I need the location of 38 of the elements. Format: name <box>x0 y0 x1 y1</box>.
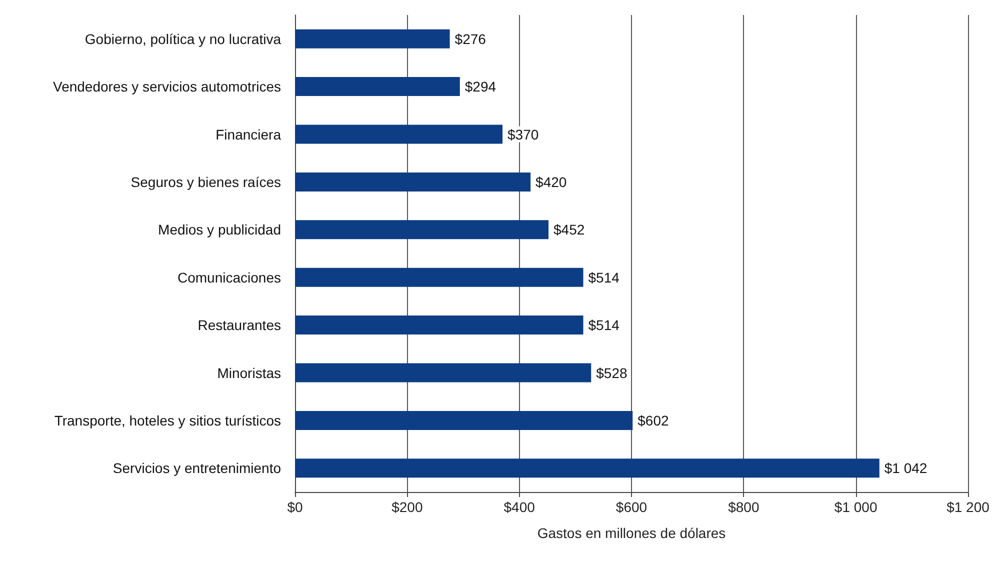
y-tick-label: Gobierno, política y no lucrativa <box>84 30 282 47</box>
y-tick-label: Restaurantes <box>198 317 281 334</box>
bar <box>295 77 460 96</box>
x-tick-label: $0 <box>287 499 303 515</box>
data-label: $528 <box>596 364 628 381</box>
x-tick-label: $1 200 <box>946 499 990 515</box>
y-tick-label: Vendedores y servicios automotrices <box>53 78 281 95</box>
data-label: $452 <box>553 222 585 238</box>
data-label: $1 042 <box>884 460 928 476</box>
x-tick-label: $200 <box>392 499 423 515</box>
bar <box>295 268 584 287</box>
data-label: $294 <box>464 78 496 95</box>
bar <box>295 363 592 382</box>
x-tick-label: $600 <box>616 499 648 515</box>
data-label: $514 <box>588 269 620 286</box>
y-tick-label: Financiera <box>216 126 282 142</box>
x-axis-title: Gastos en millones de dólares <box>537 525 726 541</box>
bar <box>295 220 548 240</box>
y-tick-label: Servicios y entretenimiento <box>112 460 282 476</box>
data-label: $602 <box>638 412 669 428</box>
bar <box>295 316 584 335</box>
bar <box>295 410 633 430</box>
y-tick-label: Comunicaciones <box>178 269 281 286</box>
data-label: $370 <box>508 126 539 142</box>
y-tick-label: Minoristas <box>217 364 281 381</box>
y-tick-label: Medios y publicidad <box>158 222 281 238</box>
x-tick-label: $1 000 <box>834 499 878 515</box>
bar <box>295 124 503 144</box>
data-label: $420 <box>536 174 567 190</box>
bar <box>295 172 531 192</box>
y-tick-label: Seguros y bienes raíces <box>130 174 281 190</box>
data-label: $276 <box>454 30 486 47</box>
y-tick-label: Transporte, hoteles y sitios turísticos <box>54 412 281 428</box>
bar <box>295 458 880 478</box>
bar <box>295 29 450 48</box>
data-label: $514 <box>588 317 620 334</box>
x-tick-label: $400 <box>504 499 536 515</box>
x-tick-label: $800 <box>728 499 760 515</box>
